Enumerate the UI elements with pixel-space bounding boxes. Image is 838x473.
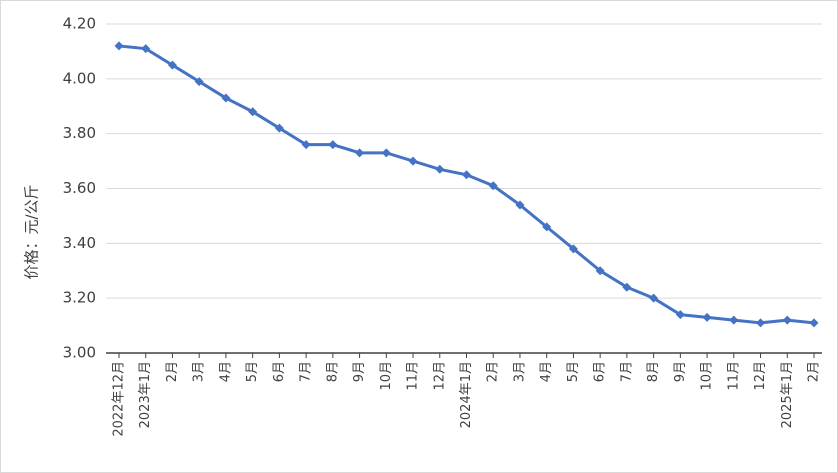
x-tick-label: 9月: [352, 361, 367, 382]
y-tick-label: 3.60: [63, 179, 96, 197]
x-tick-label: 10月: [379, 361, 394, 391]
marker: [649, 293, 659, 303]
marker: [488, 181, 498, 191]
x-tick-label: 12月: [753, 361, 768, 391]
marker: [756, 318, 766, 328]
marker: [729, 315, 739, 325]
marker: [221, 93, 231, 103]
marker: [167, 60, 177, 70]
x-tick-label: 8月: [646, 361, 661, 382]
marker: [809, 318, 819, 328]
x-tick-label: 5月: [245, 361, 260, 382]
y-tick-label: 4.00: [63, 69, 96, 87]
y-tick-label: 3.40: [63, 234, 96, 252]
marker: [435, 164, 445, 174]
x-tick-label: 10月: [700, 361, 715, 391]
marker: [675, 310, 685, 320]
x-tick-label: 2024年1月: [459, 361, 474, 428]
marker: [462, 170, 471, 180]
marker: [595, 266, 605, 276]
marker: [141, 44, 151, 54]
marker: [568, 244, 578, 254]
x-tick-label: 2025年1月: [780, 361, 795, 428]
marker: [301, 140, 311, 150]
x-tick-label: 6月: [593, 361, 608, 382]
y-axis-label: 价格：元/公斤: [23, 184, 41, 279]
x-tick-label: 8月: [325, 361, 340, 382]
marker: [702, 312, 712, 322]
x-tick-label: 12月: [432, 361, 447, 391]
x-tick-label: 9月: [673, 361, 688, 382]
marker: [114, 41, 124, 51]
marker: [381, 148, 391, 158]
marker: [408, 156, 418, 166]
x-tick-label: 11月: [406, 361, 421, 391]
y-tick-label: 4.20: [63, 15, 96, 33]
marker: [328, 140, 338, 150]
y-tick-label: 3.20: [63, 289, 96, 307]
x-tick-label: 4月: [218, 361, 233, 382]
marker: [622, 282, 632, 292]
marker: [542, 222, 552, 232]
marker: [274, 123, 284, 133]
x-tick-label: 7月: [619, 361, 634, 382]
x-tick-label: 7月: [299, 361, 314, 382]
y-tick-label: 3.00: [63, 344, 96, 362]
x-tick-label: 2月: [486, 361, 501, 382]
x-tick-label: 6月: [272, 361, 287, 382]
marker: [248, 107, 258, 117]
x-tick-label: 4月: [539, 361, 554, 382]
x-tick-label: 3月: [192, 361, 207, 382]
x-tick-label: 2月: [807, 361, 822, 382]
y-tick-label: 3.80: [63, 124, 96, 142]
marker: [515, 200, 525, 210]
marker: [194, 77, 204, 87]
x-tick-label: 3月: [512, 361, 527, 382]
x-tick-label: 2022年12月: [112, 361, 127, 437]
marker: [782, 315, 792, 325]
x-tick-label: 11月: [726, 361, 741, 391]
x-tick-label: 2月: [165, 361, 180, 382]
x-tick-label: 5月: [566, 361, 581, 382]
x-tick-label: 2023年1月: [138, 361, 153, 428]
marker: [355, 148, 365, 158]
